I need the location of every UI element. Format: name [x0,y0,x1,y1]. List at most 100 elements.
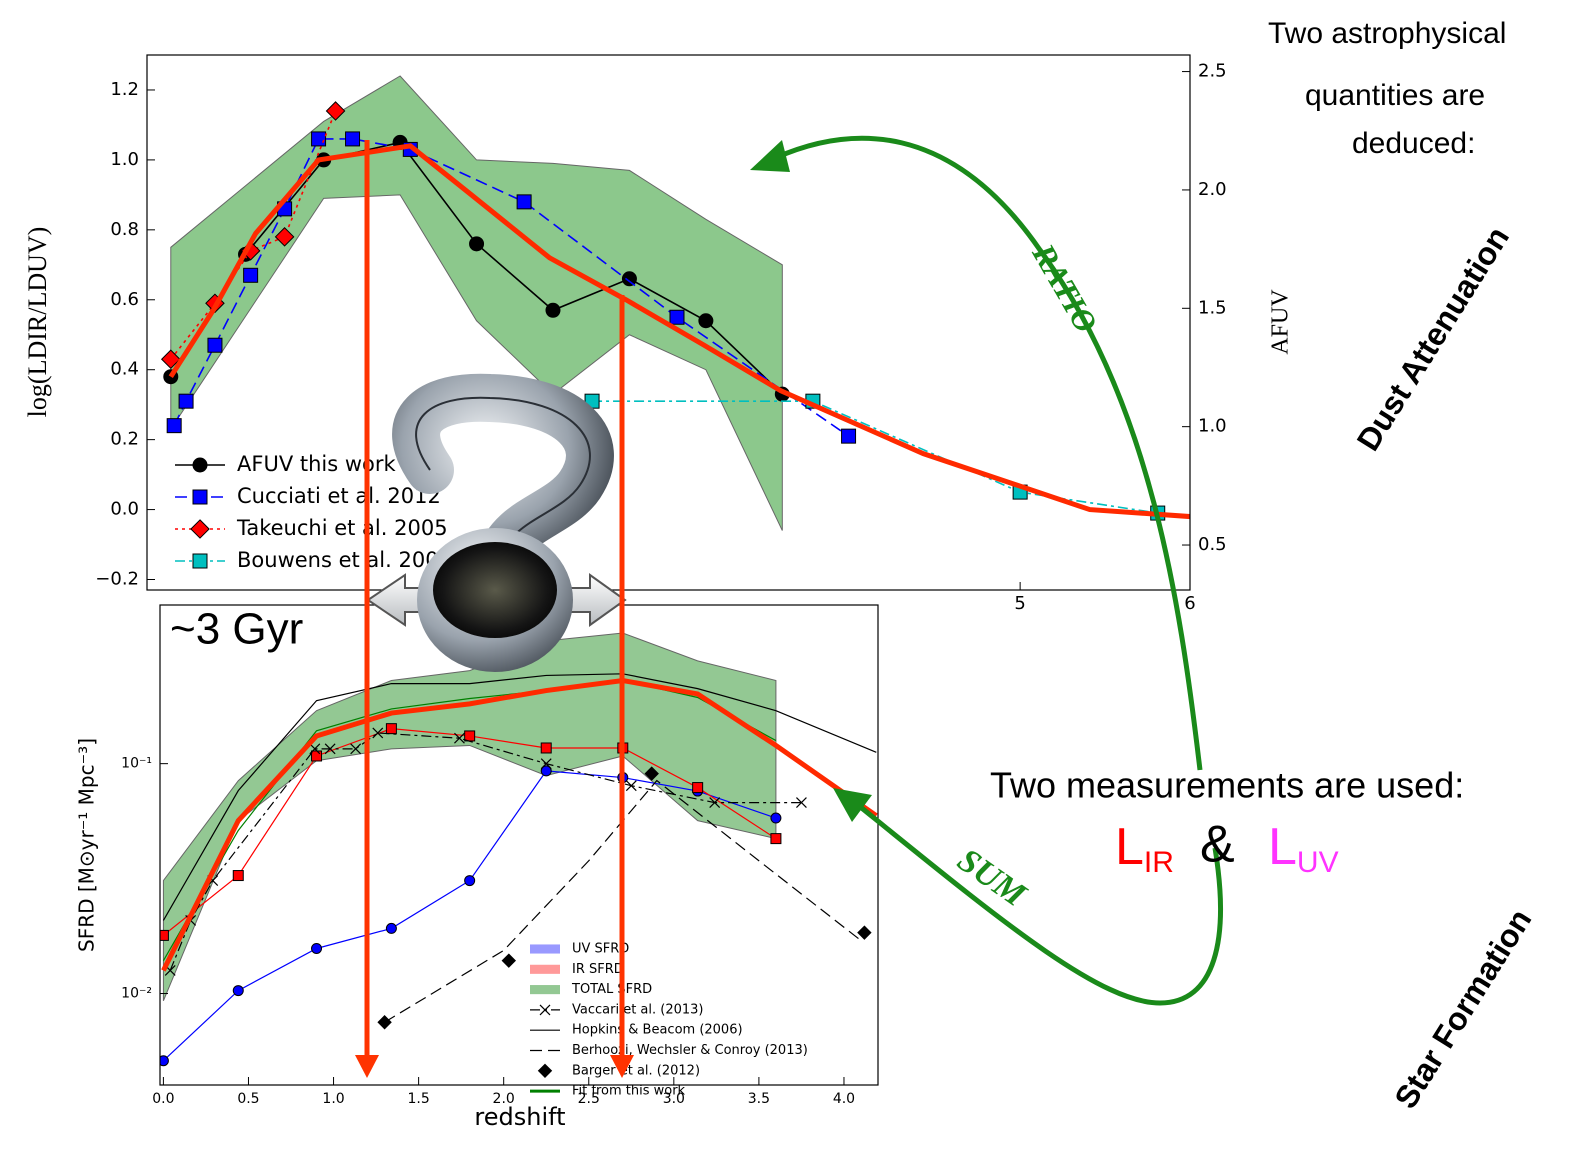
y2-axis-label: AFUV [1268,289,1294,355]
y2-tick-label: 2.0 [1198,179,1227,200]
legend-label: AFUV this work [237,452,397,476]
y-tick-label: 0.6 [110,289,139,310]
y-tick-label: 0.4 [110,359,139,380]
ratio-arrow [773,135,1203,771]
marker [501,953,516,968]
legend-label: Bouwens et al. 2009 [237,548,452,572]
marker [464,730,476,742]
marker [274,227,295,247]
y-tick-label: 1.2 [110,79,139,100]
star-label: Star Formation [1387,903,1538,1115]
universe-hole [433,542,557,638]
marker [311,750,323,762]
arrow-head [355,1055,379,1078]
green-arrows [750,135,1223,1006]
marker [709,797,721,809]
marker [770,833,782,845]
y-tick-label: 10⁻² [121,986,152,1002]
x-tick-label: 3.5 [748,1091,770,1107]
marker [796,797,807,809]
x-tick-label: 0.0 [152,1091,174,1107]
arrow-head [750,140,790,172]
x-tick-label: 1.5 [407,1091,429,1107]
marker [516,194,532,210]
marker [324,743,336,755]
y-tick-label: 0.8 [110,219,139,240]
marker [698,313,714,329]
deduced-line: Two astrophysical [1268,17,1506,50]
marker [464,875,476,887]
time-label: ~3 Gyr [170,605,303,654]
marker [309,743,321,755]
legend-label: Berhoozi, Wechsler & Conroy (2013) [572,1043,808,1058]
x-tick-label: 6 [1184,593,1195,614]
highlight-line [161,677,878,972]
marker [232,870,244,882]
plot-frame [146,54,1191,591]
legend-label: Hopkins & Beacom (2006) [572,1023,743,1038]
marker [857,925,872,940]
legend-label: Barger et al. (2012) [572,1063,700,1078]
marker [178,393,194,409]
used-label: Two measurements are used: [990,765,1464,806]
y-axis-label: log(LDIR/LDUV) [23,227,52,418]
marker [311,942,323,954]
x-tick-label: 4.0 [833,1091,855,1107]
y-tick-label: −0.2 [95,569,139,590]
marker [644,766,659,781]
marker [469,236,485,252]
y-tick-label: 1.0 [110,149,139,170]
marker [192,489,208,505]
legend-label: Vaccari et al. (2013) [572,1002,704,1017]
x-tick-label: 3.0 [663,1091,685,1107]
band [170,75,783,531]
marker [377,1015,392,1030]
marker [160,929,169,941]
question-mark-graphic [366,373,627,672]
plot-area [160,75,1190,531]
legend-label: Takeuchi et al. 2005 [236,516,448,540]
deduced-line: deduced: [1352,127,1475,160]
legend-label: IR SFRD [572,962,624,977]
legend-label: TOTAL SFRD [571,982,652,997]
marker [345,131,361,147]
marker [454,732,465,744]
y2-tick-label: 1.0 [1198,416,1227,437]
x-tick-label: 2.0 [493,1091,515,1107]
legend-label: Fit from this work [572,1084,686,1099]
marker [537,1063,553,1079]
marker [232,985,244,997]
legend-swatch [530,985,560,995]
x-tick-label: 2.5 [578,1091,600,1107]
luv-label: LUV [1268,818,1339,879]
marker [669,309,685,325]
red-arrows [355,140,634,1078]
marker [190,519,210,539]
marker [243,267,259,283]
series-line [162,673,877,921]
arrow-head [610,1055,634,1078]
marker [385,723,397,735]
marker [539,1004,551,1016]
x-tick-label: 5 [1014,593,1025,614]
y-tick-label: 0.2 [110,429,139,450]
marker [621,271,637,287]
ampersand: & [1200,816,1235,874]
marker [192,457,208,473]
marker [311,131,327,147]
legend-swatch [530,964,560,974]
marker [540,742,552,754]
bottom-chart: 0.0 0.5 1.0 1.5 2.0 2.5 3.0 3.5 4.0 10⁻² 10⁻¹ SFRD … [75,597,885,1137]
y-axis-label: SFRD [M⊙yr⁻¹ Mpc⁻³] [75,738,99,952]
marker [770,812,782,824]
legend-label: UV SFRD [572,942,629,957]
x-axis-label: redshift [474,1103,565,1131]
y2-tick-label: 0.5 [1198,534,1227,555]
top-chart: 5 6 −0.2 0.0 0.2 0.4 0.6 0.8 1.0 1.2 0.5 1.0 1.5 2.0 2… [23,54,1294,614]
question-outline [415,396,591,561]
y-tick-label: 0.0 [110,499,139,520]
marker [192,553,208,569]
marker [841,428,857,444]
ratio-label: RATIO [1025,237,1105,339]
